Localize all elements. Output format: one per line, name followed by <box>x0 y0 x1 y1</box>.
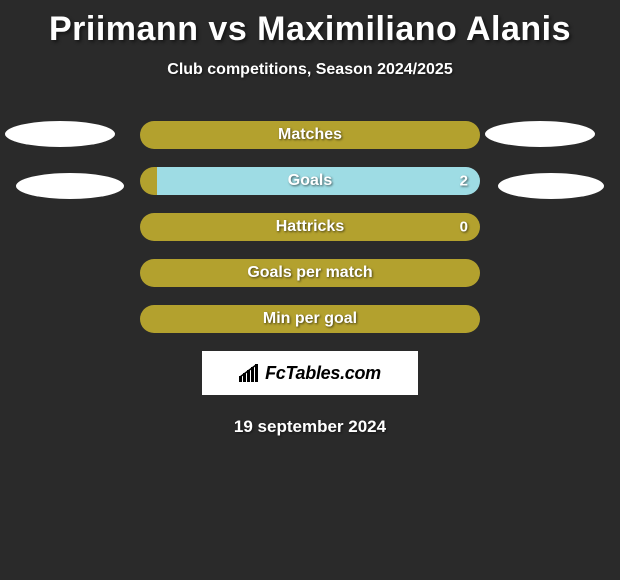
stat-bar-right <box>310 259 480 287</box>
stats-area: Matches Goals2 Hattricks0 Goals per match Mi… <box>0 121 620 333</box>
side-ellipse <box>16 173 124 199</box>
stat-row: Goals2 <box>140 167 480 195</box>
stat-bar-left <box>140 121 310 149</box>
stat-bar-right <box>310 121 480 149</box>
stat-bar-left <box>140 167 157 195</box>
stat-bar-left <box>140 305 310 333</box>
stat-bar-right <box>310 305 480 333</box>
stat-bar-left <box>140 259 310 287</box>
page-title: Priimann vs Maximiliano Alanis <box>0 0 620 49</box>
side-ellipse <box>485 121 595 147</box>
side-ellipse <box>498 173 604 199</box>
side-ellipse <box>5 121 115 147</box>
stat-row: Min per goal <box>140 305 480 333</box>
stat-row: Hattricks0 <box>140 213 480 241</box>
chart-bars-icon <box>239 364 261 382</box>
stat-bar <box>140 121 480 149</box>
stat-bar-right <box>157 167 480 195</box>
stat-row: Goals per match <box>140 259 480 287</box>
stat-bar-left <box>140 213 310 241</box>
brand-label: FcTables.com <box>265 363 381 384</box>
brand-box: FcTables.com <box>202 351 418 395</box>
stat-bar <box>140 305 480 333</box>
stat-row: Matches <box>140 121 480 149</box>
stat-bar <box>140 213 480 241</box>
stat-bar-right <box>310 213 480 241</box>
page-subtitle: Club competitions, Season 2024/2025 <box>0 61 620 79</box>
stat-bar <box>140 259 480 287</box>
footer-date: 19 september 2024 <box>0 417 620 437</box>
stat-bar <box>140 167 480 195</box>
